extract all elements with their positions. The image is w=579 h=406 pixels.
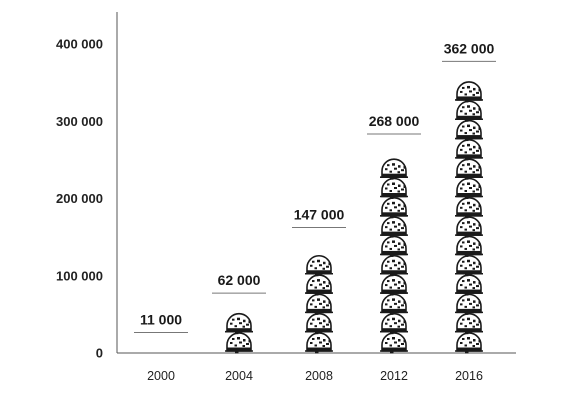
helmet-icon (455, 198, 483, 219)
helmet-icon (455, 333, 483, 354)
bar-2012 (380, 140, 408, 354)
helmet-icon (380, 256, 408, 277)
helmet-icon (380, 179, 408, 200)
data-label: 147 000 (294, 206, 345, 222)
data-label: 268 000 (369, 113, 420, 129)
helmet-icon (305, 256, 333, 277)
data-label: 62 000 (218, 272, 261, 288)
y-tick-label: 300 000 (56, 114, 103, 129)
data-label: 362 000 (444, 40, 495, 56)
x-tick-label: 2016 (455, 369, 483, 383)
y-tick-label: 200 000 (56, 191, 103, 206)
y-tick-label: 0 (96, 346, 103, 361)
bar-2000 (147, 333, 175, 354)
helmet-icon (455, 256, 483, 277)
helmet-icon-partial (380, 140, 408, 161)
helmet-icon (305, 333, 333, 354)
helmet-icon (380, 236, 408, 257)
helmet-icon (455, 159, 483, 180)
x-tick-label: 2008 (305, 369, 333, 383)
helmet-icon (225, 333, 253, 354)
x-axis: 2000 2004 2008 2012 2016 (117, 352, 516, 383)
bar-2008 (305, 236, 333, 353)
helmet-icon (455, 294, 483, 315)
x-tick-label: 2012 (380, 369, 408, 383)
helmet-icon (305, 294, 333, 315)
bar-2016 (455, 63, 483, 354)
helmet-icon (225, 314, 253, 335)
helmet-icon (380, 294, 408, 315)
helmet-icon-partial (225, 294, 253, 315)
helmet-icon (455, 314, 483, 335)
x-tick-label: 2000 (147, 369, 175, 383)
helmet-icon (380, 333, 408, 354)
helmet-icon (380, 159, 408, 180)
helmet-icon (380, 198, 408, 219)
helmet-icon (455, 179, 483, 200)
helmet-icon (305, 275, 333, 296)
helmet-icon-partial (147, 333, 175, 354)
helmet-icon-partial (455, 63, 483, 84)
helmet-icon (455, 236, 483, 257)
bar-2004 (225, 294, 253, 353)
y-axis: 0 100 000 200 000 300 000 400 000 (56, 12, 118, 361)
helmet-icon (380, 275, 408, 296)
helmet-icon-partial (305, 236, 333, 257)
helmet-icon (305, 314, 333, 335)
helmet-icon (380, 217, 408, 238)
data-labels: 11 000 62 000 147 000 268 000 362 000 (134, 40, 496, 334)
helmet-icon (455, 275, 483, 296)
helmet-icon (455, 140, 483, 161)
y-tick-label: 400 000 (56, 37, 103, 52)
helmet-icon (455, 101, 483, 122)
helmet-icon (380, 314, 408, 335)
y-tick-label: 100 000 (56, 268, 103, 283)
x-tick-label: 2004 (225, 369, 253, 383)
helmet-icon (455, 121, 483, 142)
data-label: 11 000 (140, 312, 182, 328)
helmet-icon (455, 217, 483, 238)
helmet-icon (455, 82, 483, 103)
